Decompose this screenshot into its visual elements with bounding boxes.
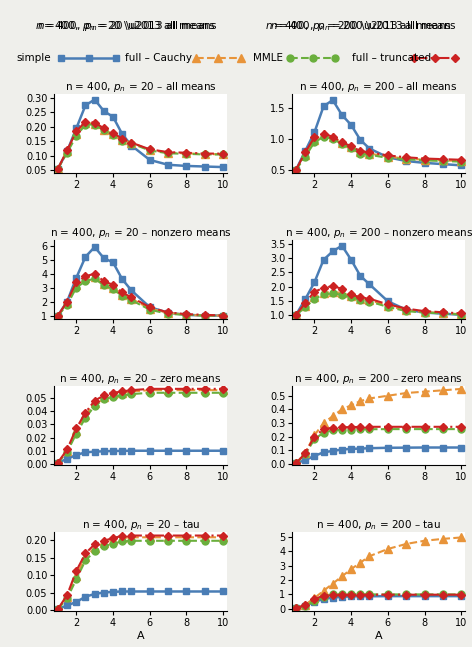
Text: full – Cauchy: full – Cauchy — [125, 53, 192, 63]
Title: n = 400, $p_n$ = 20 – nonzero means: n = 400, $p_n$ = 20 – nonzero means — [50, 226, 231, 240]
Title: n = 400, $p_n$ = 200 – tau: n = 400, $p_n$ = 200 – tau — [316, 518, 441, 532]
Title: n = 400, $p_n$ = 20 – tau: n = 400, $p_n$ = 20 – tau — [82, 518, 200, 532]
Title: n = 400, $p_n$ = 200 – nonzero means: n = 400, $p_n$ = 200 – nonzero means — [285, 226, 472, 240]
Text: simple: simple — [17, 53, 51, 63]
X-axis label: A: A — [375, 631, 382, 641]
Text: MMLE: MMLE — [253, 53, 283, 63]
X-axis label: A: A — [137, 631, 144, 641]
Text: $n = 400,\ p_n = 200$ \u2013 all means: $n = 400,\ p_n = 200$ \u2013 all means — [265, 19, 452, 33]
Text: $n = 400,\ p_n = 20$ \u2013 all means: $n = 400,\ p_n = 20$ \u2013 all means — [37, 19, 218, 33]
Text: full – truncated: full – truncated — [352, 53, 431, 63]
Text: $n = 400,\ p_n = 200$ \u2013 all means: $n = 400,\ p_n = 200$ \u2013 all means — [270, 19, 457, 33]
Title: n = 400, $p_n$ = 20 – all means: n = 400, $p_n$ = 20 – all means — [65, 80, 217, 94]
Title: n = 400, $p_n$ = 20 – zero means: n = 400, $p_n$ = 20 – zero means — [59, 372, 222, 386]
Text: $n = 400,\ p_n = 20$ \u2013 all means: $n = 400,\ p_n = 20$ \u2013 all means — [35, 19, 215, 33]
Title: n = 400, $p_n$ = 200 – all means: n = 400, $p_n$ = 200 – all means — [299, 80, 458, 94]
Title: n = 400, $p_n$ = 200 – zero means: n = 400, $p_n$ = 200 – zero means — [294, 372, 463, 386]
